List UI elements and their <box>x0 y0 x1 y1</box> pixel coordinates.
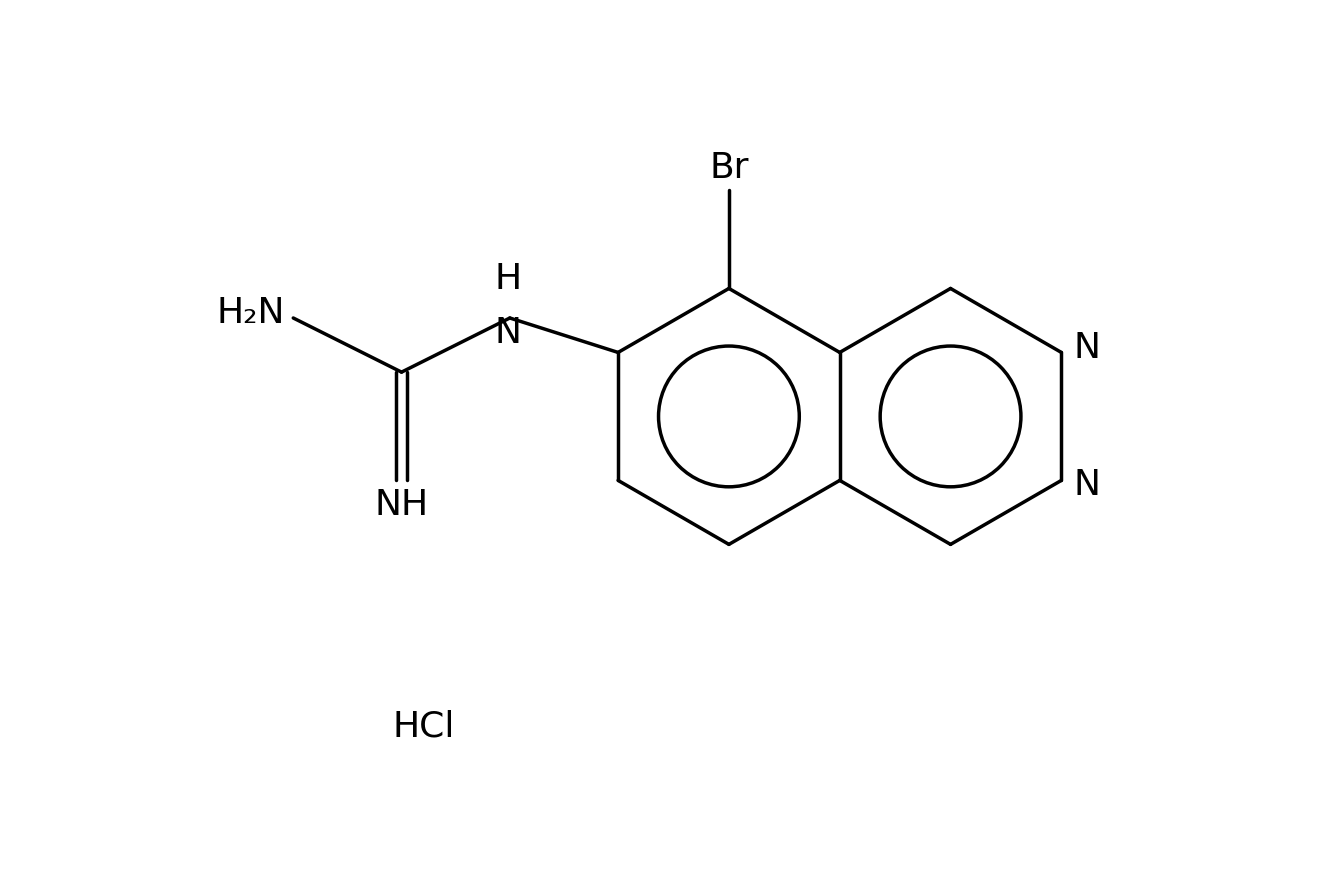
Text: HCl: HCl <box>392 710 454 743</box>
Text: H: H <box>494 262 522 296</box>
Text: NH: NH <box>374 488 428 522</box>
Text: N: N <box>1073 330 1100 364</box>
Text: Br: Br <box>709 152 749 185</box>
Text: N: N <box>494 316 522 350</box>
Text: N: N <box>1073 469 1100 502</box>
Text: H₂N: H₂N <box>217 296 285 330</box>
